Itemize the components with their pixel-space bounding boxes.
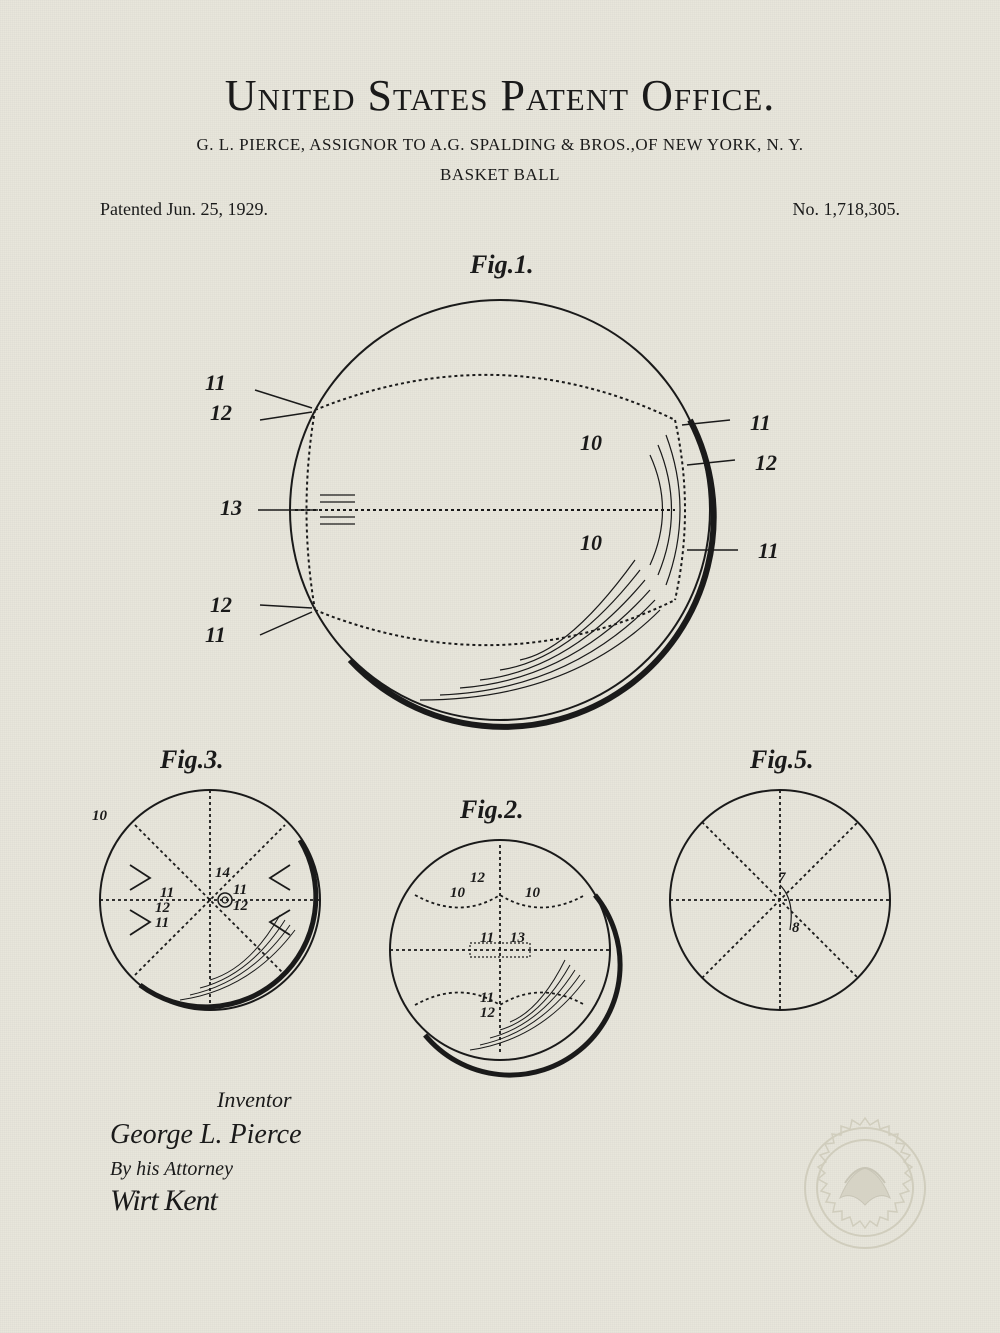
patent-number: No. 1,718,305. [793,199,901,220]
fig3-c-10: 10 [92,808,107,825]
fig1-callout-10b: 10 [580,530,602,556]
fig2-c-13: 13 [510,930,525,947]
meta-row: Patented Jun. 25, 1929. No. 1,718,305. [80,199,920,220]
fig1-callout-12a: 12 [210,400,232,426]
patent-page: United States Patent Office. G. L. PIERC… [0,0,1000,1333]
product-name: BASKET BALL [80,165,920,185]
attorney-signature: Wirt Kent [110,1178,302,1223]
fig1-callout-10a: 10 [580,430,602,456]
fig3-c-12b: 12 [233,898,248,915]
inventor-signature: George L. Pierce [110,1114,302,1156]
inventor-label: Inventor [110,1083,302,1116]
patent-date: Patented Jun. 25, 1929. [100,199,268,220]
fig1-callout-11a: 11 [205,370,226,396]
fig1-callout-11c: 11 [750,410,771,436]
fig1-callout-12b: 12 [210,592,232,618]
fig3-c-11b: 11 [155,915,169,932]
page-title: United States Patent Office. [80,70,920,121]
fig1-drawing [220,270,780,750]
fig3-c-11c: 11 [233,882,247,899]
fig3-c-14: 14 [215,865,230,882]
fig5-c-8: 8 [792,920,800,937]
fig5-c-7: 7 [778,870,786,887]
signature-block: Inventor George L. Pierce By his Attorne… [110,1083,302,1223]
fig2-c-11a: 11 [480,930,494,947]
fig1-callout-12c: 12 [755,450,777,476]
fig1-callout-11b: 11 [205,622,226,648]
assignor-line: G. L. PIERCE, ASSIGNOR TO A.G. SPALDING … [80,135,920,155]
fig1-callout-13: 13 [220,495,242,521]
figure-area: Fig.1. [80,250,920,1130]
fig2-drawing [370,820,630,1080]
fig2-c-10b: 10 [525,885,540,902]
fig3-drawing [80,770,340,1030]
fig2-c-12b: 12 [480,1005,495,1022]
fig5-drawing [650,770,910,1030]
patent-seal-icon [790,1113,940,1263]
fig2-c-12a: 12 [470,870,485,887]
fig1-callout-11d: 11 [758,538,779,564]
fig2-c-10a: 10 [450,885,465,902]
